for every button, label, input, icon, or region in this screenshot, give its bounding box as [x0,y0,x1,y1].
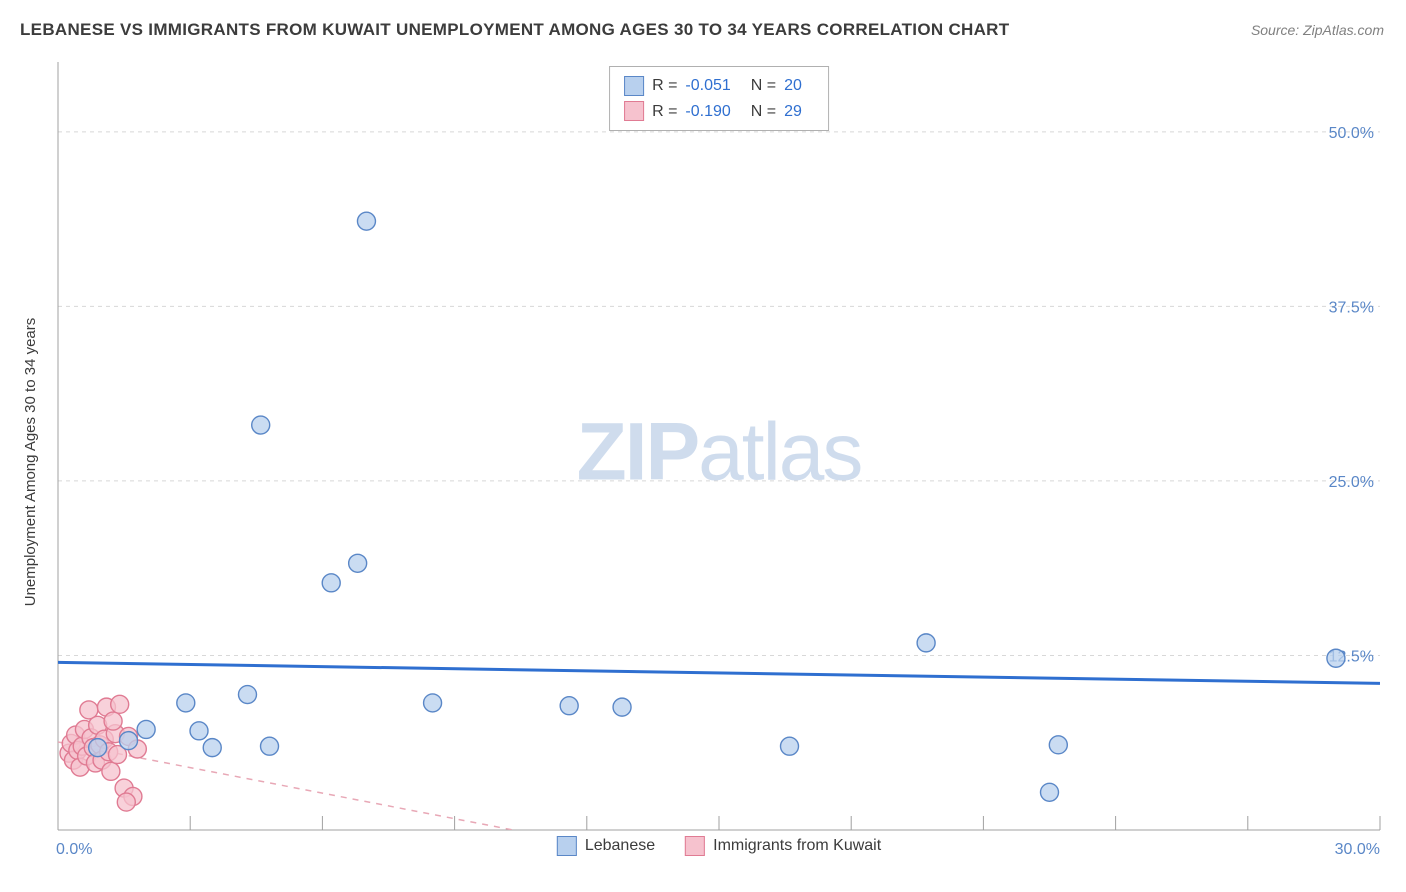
stat-r-label: R = [652,73,677,99]
stat-n-label: N = [751,73,776,99]
svg-text:50.0%: 50.0% [1329,125,1374,142]
stat-r-value: -0.051 [685,73,730,99]
legend-swatch [685,836,705,856]
legend-swatch [624,76,644,96]
svg-text:0.0%: 0.0% [56,841,92,858]
scatter-plot: 12.5%25.0%37.5%50.0%0.0%30.0% [50,62,1388,862]
y-axis-label: Unemployment Among Ages 30 to 34 years [22,318,39,607]
stat-r-label: R = [652,99,677,125]
stats-legend: R = -0.051 N = 20 R = -0.190 N = 29 [609,66,829,131]
stat-r-value: -0.190 [685,99,730,125]
stat-n-value: 20 [784,73,802,99]
svg-text:30.0%: 30.0% [1335,841,1380,858]
svg-text:37.5%: 37.5% [1329,299,1374,316]
legend-label: Immigrants from Kuwait [713,837,881,855]
bottom-legend: Lebanese Immigrants from Kuwait [557,836,881,856]
legend-label: Lebanese [585,837,655,855]
legend-item: Immigrants from Kuwait [685,836,881,856]
legend-swatch [557,836,577,856]
source-attribution: Source: ZipAtlas.com [1251,22,1384,38]
stats-legend-row: R = -0.190 N = 29 [624,99,814,125]
stat-n-label: N = [751,99,776,125]
svg-text:25.0%: 25.0% [1329,474,1374,491]
legend-swatch [624,101,644,121]
legend-item: Lebanese [557,836,655,856]
chart-area: Unemployment Among Ages 30 to 34 years 1… [50,62,1388,862]
chart-title: LEBANESE VS IMMIGRANTS FROM KUWAIT UNEMP… [20,20,1009,40]
stat-n-value: 29 [784,99,802,125]
stats-legend-row: R = -0.051 N = 20 [624,73,814,99]
